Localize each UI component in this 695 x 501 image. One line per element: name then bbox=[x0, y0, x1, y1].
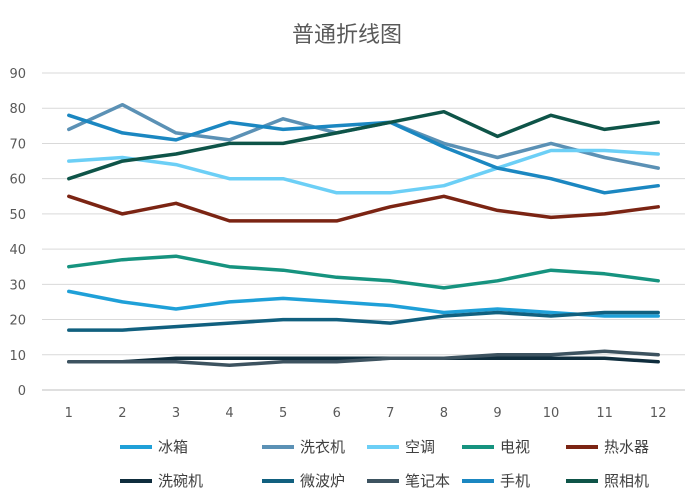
y-tick-label: 0 bbox=[18, 384, 26, 399]
legend-item: 空调 bbox=[367, 438, 435, 456]
x-tick-label: 8 bbox=[440, 406, 448, 421]
series-line-热水器 bbox=[67, 194, 660, 223]
series-line-笔记本 bbox=[67, 349, 660, 368]
x-tick-label: 1 bbox=[65, 406, 73, 421]
legend-label: 笔记本 bbox=[405, 472, 450, 490]
x-tick-label: 7 bbox=[386, 406, 394, 421]
legend-label: 电视 bbox=[500, 438, 530, 456]
series-line-微波炉 bbox=[67, 310, 660, 332]
series-line-照相机 bbox=[67, 109, 660, 181]
legend-label: 照相机 bbox=[604, 472, 649, 490]
series-line-电视 bbox=[67, 254, 660, 290]
x-tick-label: 9 bbox=[493, 406, 501, 421]
series-line-空调 bbox=[67, 148, 660, 195]
legend-label: 洗衣机 bbox=[300, 438, 345, 456]
series-lines bbox=[67, 102, 660, 368]
legend-item: 洗碗机 bbox=[120, 472, 203, 490]
y-tick-label: 60 bbox=[9, 173, 26, 188]
legend-item: 笔记本 bbox=[367, 472, 450, 490]
x-tick-label: 3 bbox=[172, 406, 180, 421]
x-tick-label: 12 bbox=[650, 406, 667, 421]
y-tick-label: 90 bbox=[9, 67, 26, 82]
gridlines bbox=[42, 72, 685, 391]
legend-label: 热水器 bbox=[604, 438, 649, 456]
legend-item: 手机 bbox=[462, 472, 530, 490]
legend-item: 冰箱 bbox=[120, 438, 188, 456]
x-tick-label: 2 bbox=[118, 406, 126, 421]
legend-item: 微波炉 bbox=[262, 472, 345, 490]
legend-label: 微波炉 bbox=[300, 472, 345, 490]
legend-label: 空调 bbox=[405, 438, 435, 456]
legend-label: 冰箱 bbox=[158, 438, 188, 456]
x-tick-label: 11 bbox=[596, 406, 613, 421]
y-tick-label: 30 bbox=[9, 278, 26, 293]
y-tick-label: 10 bbox=[9, 349, 26, 364]
series-line-冰箱 bbox=[67, 289, 660, 318]
y-tick-label: 20 bbox=[9, 314, 26, 329]
legend-item: 电视 bbox=[462, 438, 530, 456]
legend-item: 热水器 bbox=[566, 438, 649, 456]
series-line-手机 bbox=[67, 113, 660, 195]
x-tick-label: 6 bbox=[333, 406, 341, 421]
legend-label: 手机 bbox=[500, 472, 530, 490]
chart-title: 普通折线图 bbox=[292, 23, 402, 48]
legend-label: 洗碗机 bbox=[158, 472, 203, 490]
y-tick-label: 80 bbox=[9, 102, 26, 117]
y-tick-label: 50 bbox=[9, 208, 26, 223]
legend-item: 洗衣机 bbox=[262, 438, 345, 456]
legend-item: 照相机 bbox=[566, 472, 649, 490]
x-tick-label: 4 bbox=[225, 406, 233, 421]
x-tick-label: 5 bbox=[279, 406, 287, 421]
y-tick-label: 40 bbox=[9, 243, 26, 258]
y-tick-label: 70 bbox=[9, 137, 26, 152]
x-tick-label: 10 bbox=[543, 406, 560, 421]
